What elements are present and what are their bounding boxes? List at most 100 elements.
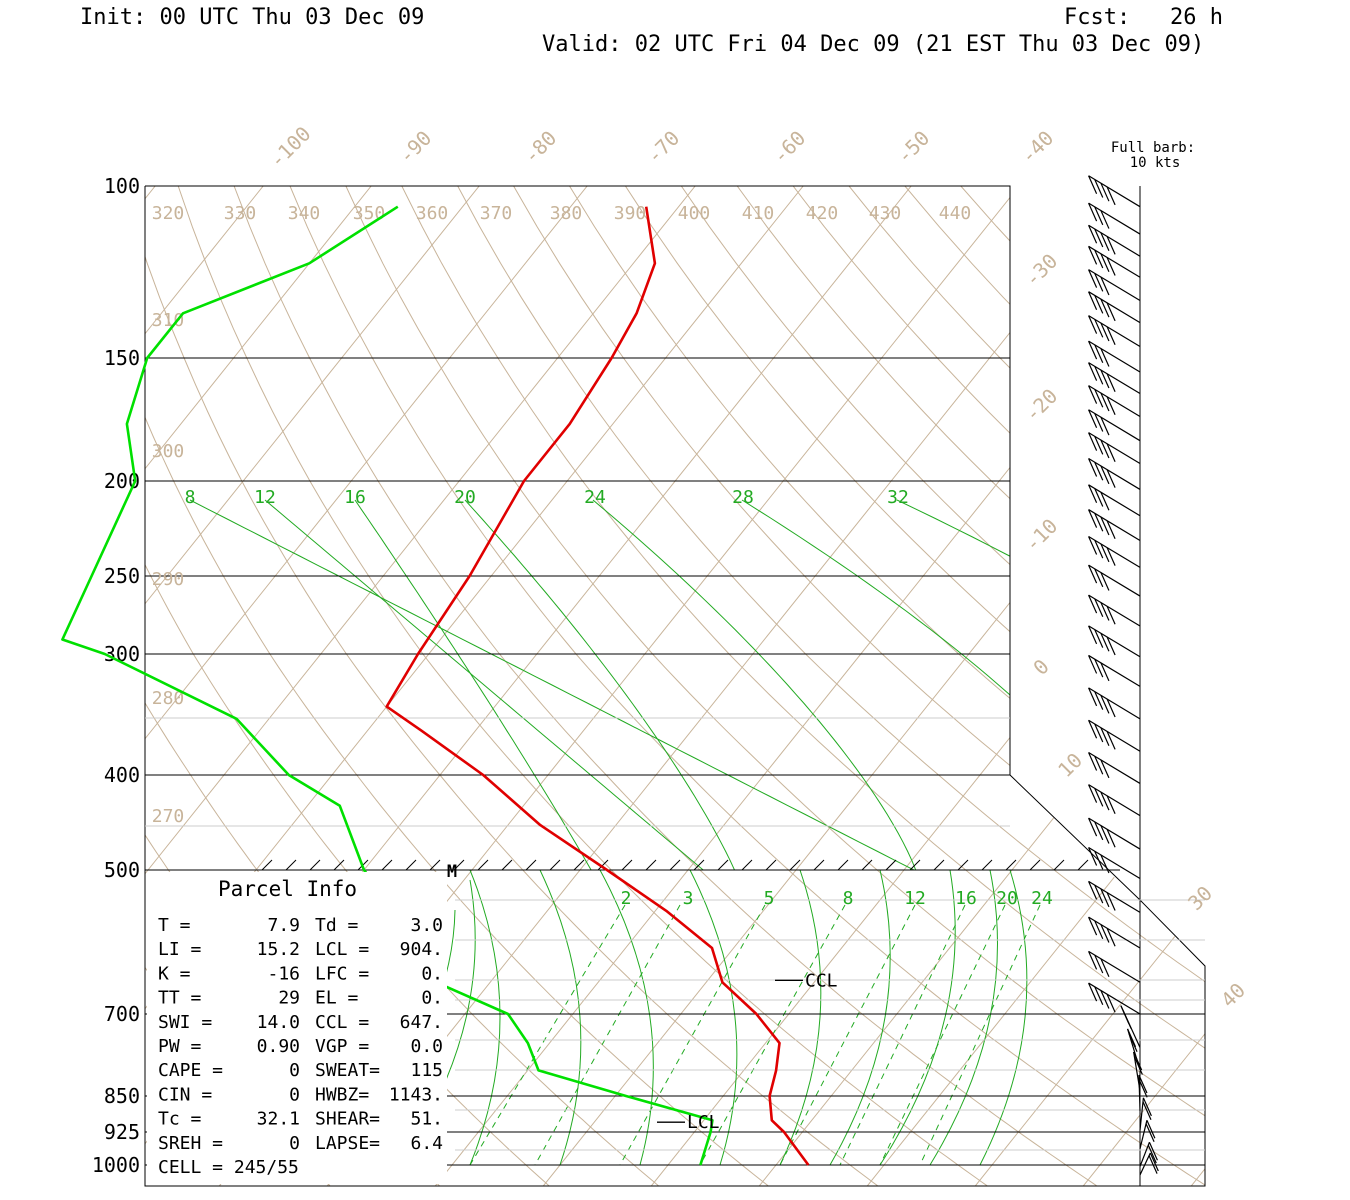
barb-flag xyxy=(1106,892,1116,911)
moist-adiabat xyxy=(879,870,956,1166)
barb-shaft xyxy=(1088,784,1141,817)
hatch-mark xyxy=(381,859,393,871)
barb-flag xyxy=(1106,396,1116,415)
barb-flag xyxy=(1088,916,1098,936)
barb-flag xyxy=(1106,302,1116,322)
isotherm-line xyxy=(759,186,1205,1186)
barb-flag xyxy=(1094,851,1104,870)
wind-barb xyxy=(1088,315,1141,348)
hatch-mark xyxy=(837,859,849,871)
barb-flag xyxy=(1094,436,1104,455)
lcl-label: LCL xyxy=(687,1112,720,1133)
isotherm-line xyxy=(435,186,1205,1186)
barb-shaft xyxy=(1088,817,1141,850)
isotherm-label: 0 xyxy=(1028,654,1053,679)
temperature-profile xyxy=(385,206,810,1166)
moist-adiabat xyxy=(779,870,822,1166)
moist-adiabat xyxy=(469,870,501,1166)
barb-flag xyxy=(1088,315,1098,334)
barb-flag xyxy=(1100,662,1110,682)
barb-flag xyxy=(1088,458,1098,477)
barb-flag xyxy=(1094,273,1104,292)
dry-adiabat xyxy=(942,186,1205,1186)
isotherm-label: -50 xyxy=(892,126,935,169)
barb-flag xyxy=(1100,298,1110,318)
wind-barb xyxy=(1088,509,1141,542)
mixing-ratio-label: 8 xyxy=(185,487,196,508)
pressure-label: 400 xyxy=(104,763,140,787)
barb-flag xyxy=(1094,228,1104,248)
barb-shaft xyxy=(1088,625,1141,658)
barb-flag xyxy=(1100,369,1110,389)
parcel-key: EL = xyxy=(315,988,359,1009)
parcel-info-row: TT = 29 EL = 0. xyxy=(158,988,443,1009)
hatch-mark xyxy=(981,859,993,871)
barb-flag xyxy=(1094,179,1104,198)
isotherm-line xyxy=(1299,186,1350,1186)
barb-flag xyxy=(1094,344,1104,364)
barb-flag xyxy=(1088,881,1098,900)
hatch-mark xyxy=(957,859,969,871)
moist-adiabat xyxy=(829,870,891,1166)
barb-flag xyxy=(1094,598,1104,618)
barb-shaft xyxy=(1088,950,1141,983)
moist-adiabat xyxy=(599,870,654,1166)
parcel-info-box xyxy=(147,872,447,1184)
barb-flag xyxy=(1100,990,1110,1009)
parcel-info-row: SWI = 14.0 CCL = 647. xyxy=(158,1012,443,1033)
parcel-value: 14.0 xyxy=(257,1012,300,1033)
wind-barb xyxy=(1088,291,1141,324)
pressure-label: 925 xyxy=(104,1120,140,1144)
hatch-mark xyxy=(261,859,273,871)
barb-flag xyxy=(1106,731,1116,750)
hatch-mark xyxy=(309,859,321,871)
wind-barb xyxy=(1088,484,1141,517)
parcel-key: CAPE = xyxy=(158,1060,223,1081)
parcel-key: K = xyxy=(158,963,191,984)
isotherm-label: -40 xyxy=(1016,126,1059,169)
barb-shaft xyxy=(1088,224,1141,257)
barb-shaft xyxy=(1088,315,1141,348)
wind-barb xyxy=(1088,432,1141,465)
hatch-mark xyxy=(621,859,633,871)
barb-flag xyxy=(1094,206,1104,226)
hatch-mark xyxy=(405,859,417,871)
barb-flag xyxy=(1094,319,1104,338)
wind-barb xyxy=(1088,654,1141,687)
barb-flag xyxy=(1088,409,1098,428)
barb-flag xyxy=(1133,1051,1143,1071)
mixing-ratio-label: 2 xyxy=(621,888,632,909)
theta-label: 320 xyxy=(152,203,185,224)
barb-flag xyxy=(1106,795,1116,815)
ccl-label: CCL xyxy=(805,970,838,991)
barb-shaft xyxy=(1088,751,1141,784)
barb-shaft xyxy=(1139,1141,1150,1167)
parcel-key: PW = xyxy=(158,1036,202,1057)
barb-shaft xyxy=(1088,654,1141,687)
barb-flag xyxy=(1128,1033,1138,1053)
theta-label: 370 xyxy=(480,203,513,224)
barb-flag xyxy=(1094,568,1104,588)
barb-flag xyxy=(1100,416,1110,436)
barb-flag xyxy=(1100,695,1110,714)
hatch-mark xyxy=(1077,859,1089,871)
barb-flag xyxy=(1088,752,1098,771)
barb-flag xyxy=(1088,175,1098,195)
barb-flag xyxy=(1146,1120,1156,1139)
barb-flag xyxy=(1088,291,1098,310)
parcel-value: 0. xyxy=(421,988,443,1009)
theta-label: 400 xyxy=(678,203,711,224)
dry-adiabat xyxy=(562,186,1205,1186)
barb-flag xyxy=(1088,847,1098,866)
hatch-mark xyxy=(477,859,489,871)
barb-flag xyxy=(1094,513,1104,532)
barb-flag xyxy=(1094,691,1104,710)
barb-flag xyxy=(1106,186,1116,206)
secondary-lines xyxy=(145,717,1205,1151)
wind-barb xyxy=(1088,982,1141,1015)
barb-flag xyxy=(1100,854,1110,874)
parcel-value: 904. xyxy=(400,939,443,960)
parcel-value: 7.9 xyxy=(267,915,300,936)
mixing-ratio-line xyxy=(189,499,915,870)
wind-barb xyxy=(1139,1152,1159,1176)
